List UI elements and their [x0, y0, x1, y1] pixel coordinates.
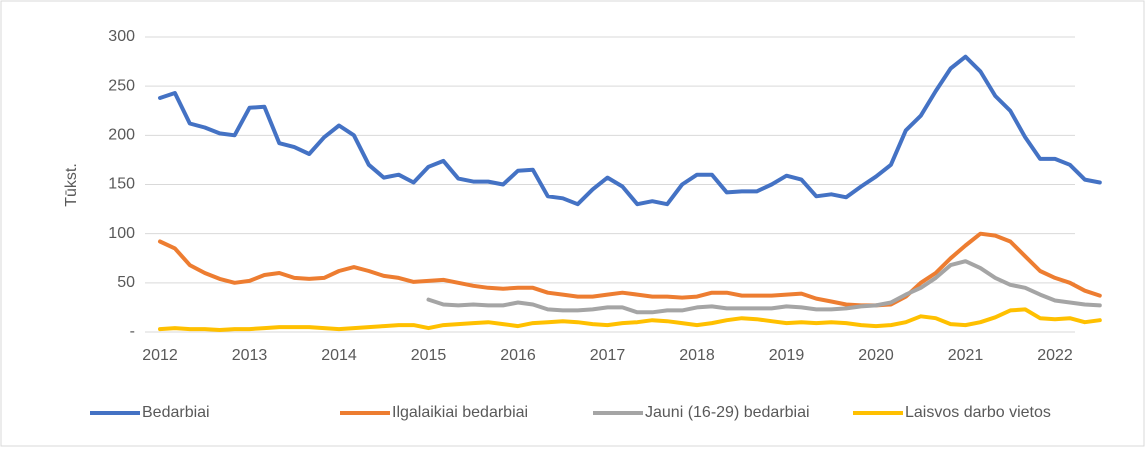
legend-label: Jauni (16-29) bedarbiai — [645, 404, 810, 421]
x-tick-label: 2021 — [948, 347, 984, 364]
y-tick-label: 50 — [117, 274, 135, 291]
y-tick-label: 100 — [108, 225, 135, 242]
y-axis-label: Tūkst. — [63, 163, 80, 207]
y-tick-label: 250 — [108, 77, 135, 94]
x-tick-label: 2020 — [858, 347, 894, 364]
x-tick-label: 2016 — [500, 347, 536, 364]
x-tick-label: 2015 — [411, 347, 447, 364]
legend-label: Ilgalaikiai bedarbiai — [392, 404, 528, 421]
x-tick-label: 2014 — [321, 347, 357, 364]
legend-label: Laisvos darbo vietos — [905, 404, 1051, 421]
x-tick-label: 2017 — [590, 347, 626, 364]
y-tick-label: - — [130, 323, 135, 340]
series-line — [426, 259, 1102, 315]
x-tick-label: 2022 — [1037, 347, 1073, 364]
y-tick-label: 300 — [108, 28, 135, 45]
x-tick-label: 2012 — [142, 347, 178, 364]
x-tick-label: 2018 — [679, 347, 715, 364]
y-tick-label: 150 — [108, 176, 135, 193]
legend-label: Bedarbiai — [142, 404, 210, 421]
x-tick-label: 2019 — [769, 347, 805, 364]
series-line — [158, 231, 1102, 308]
x-tick-label: 2013 — [232, 347, 268, 364]
y-tick-label: 200 — [108, 127, 135, 144]
series-line — [158, 54, 1102, 207]
series-line — [158, 307, 1102, 332]
